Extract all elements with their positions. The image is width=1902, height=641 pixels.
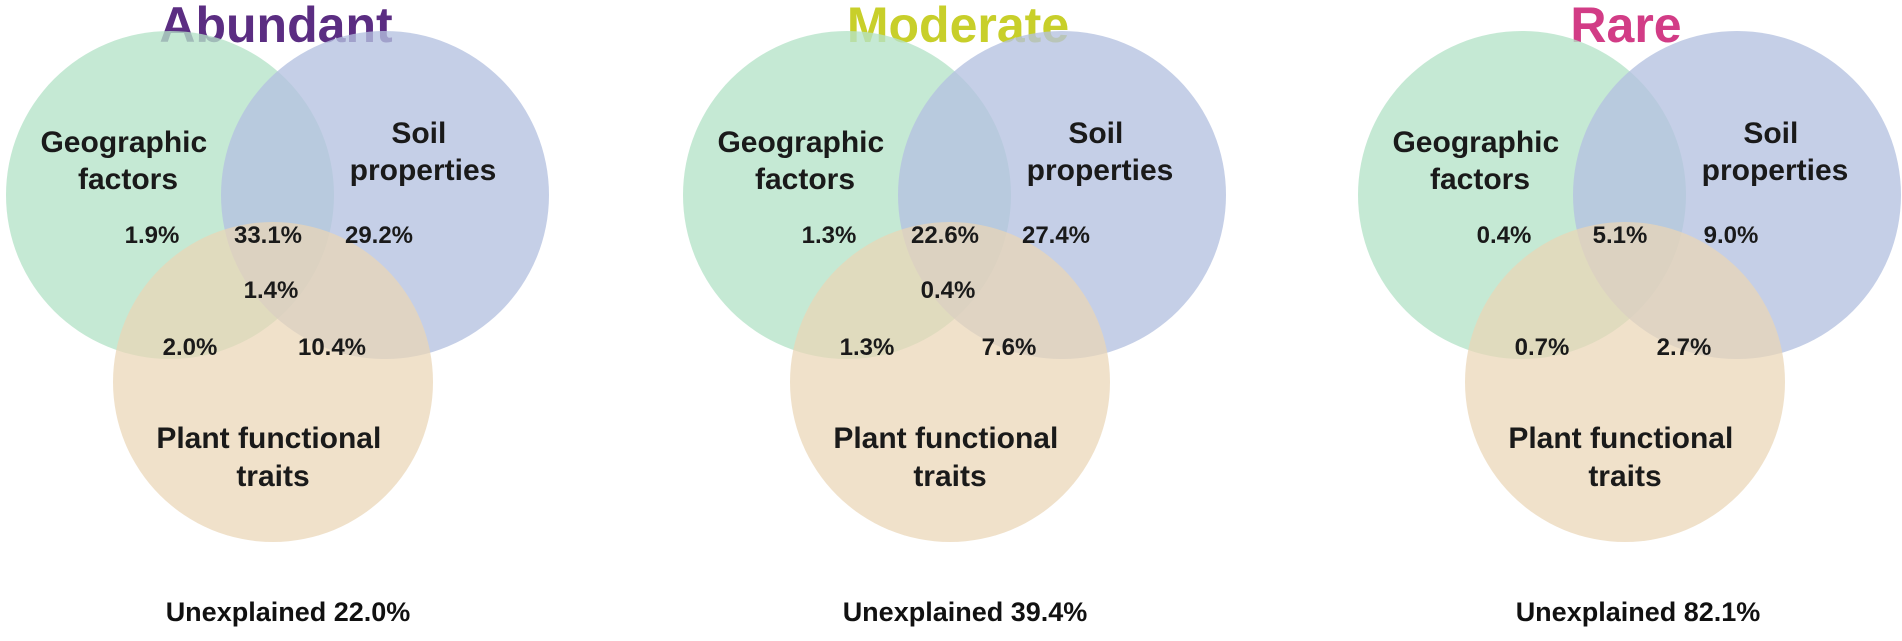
value-all-three: 0.4% — [921, 277, 976, 304]
value-geographic-soil: 5.1% — [1593, 222, 1648, 249]
plant-circle — [113, 222, 433, 542]
geographic-label: Geographic factors — [1392, 126, 1567, 196]
unexplained-value: Unexplained 39.4% — [843, 597, 1088, 627]
value-geographic-only: 1.3% — [802, 222, 857, 249]
value-soil-plant: 2.7% — [1657, 334, 1712, 361]
value-soil-plant: 10.4% — [298, 334, 366, 361]
unexplained-value: Unexplained 22.0% — [166, 597, 411, 627]
value-geographic-plant: 0.7% — [1515, 334, 1570, 361]
soil-label: Soil properties — [350, 117, 497, 187]
venn-panel-moderate: Moderate Geographic factors Soil propert… — [683, 0, 1226, 627]
venn-panel-abundant: Abundant Geographic factors Soil propert… — [6, 0, 549, 627]
soil-label: Soil properties — [1702, 117, 1849, 187]
value-soil-plant: 7.6% — [982, 334, 1037, 361]
plant-circle — [1465, 222, 1785, 542]
plant-label: Plant functional traits — [833, 422, 1066, 493]
value-geographic-only: 1.9% — [125, 222, 180, 249]
value-geographic-soil: 33.1% — [234, 222, 302, 249]
panel-title: Rare — [1570, 0, 1681, 53]
plant-circle — [790, 222, 1110, 542]
venn-panel-rare: Rare Geographic factors Soil properties … — [1358, 0, 1901, 627]
value-soil-only: 9.0% — [1704, 222, 1759, 249]
unexplained-value: Unexplained 82.1% — [1516, 597, 1761, 627]
plant-label: Plant functional traits — [156, 422, 389, 493]
value-geographic-soil: 22.6% — [911, 222, 979, 249]
value-soil-only: 27.4% — [1022, 222, 1090, 249]
value-geographic-plant: 2.0% — [163, 334, 218, 361]
value-all-three: 1.4% — [244, 277, 299, 304]
value-soil-only: 29.2% — [345, 222, 413, 249]
plant-label: Plant functional traits — [1508, 422, 1741, 493]
value-geographic-plant: 1.3% — [840, 334, 895, 361]
geographic-label: Geographic factors — [717, 126, 892, 196]
soil-label: Soil properties — [1027, 117, 1174, 187]
geographic-label: Geographic factors — [40, 126, 215, 196]
value-geographic-only: 0.4% — [1477, 222, 1532, 249]
